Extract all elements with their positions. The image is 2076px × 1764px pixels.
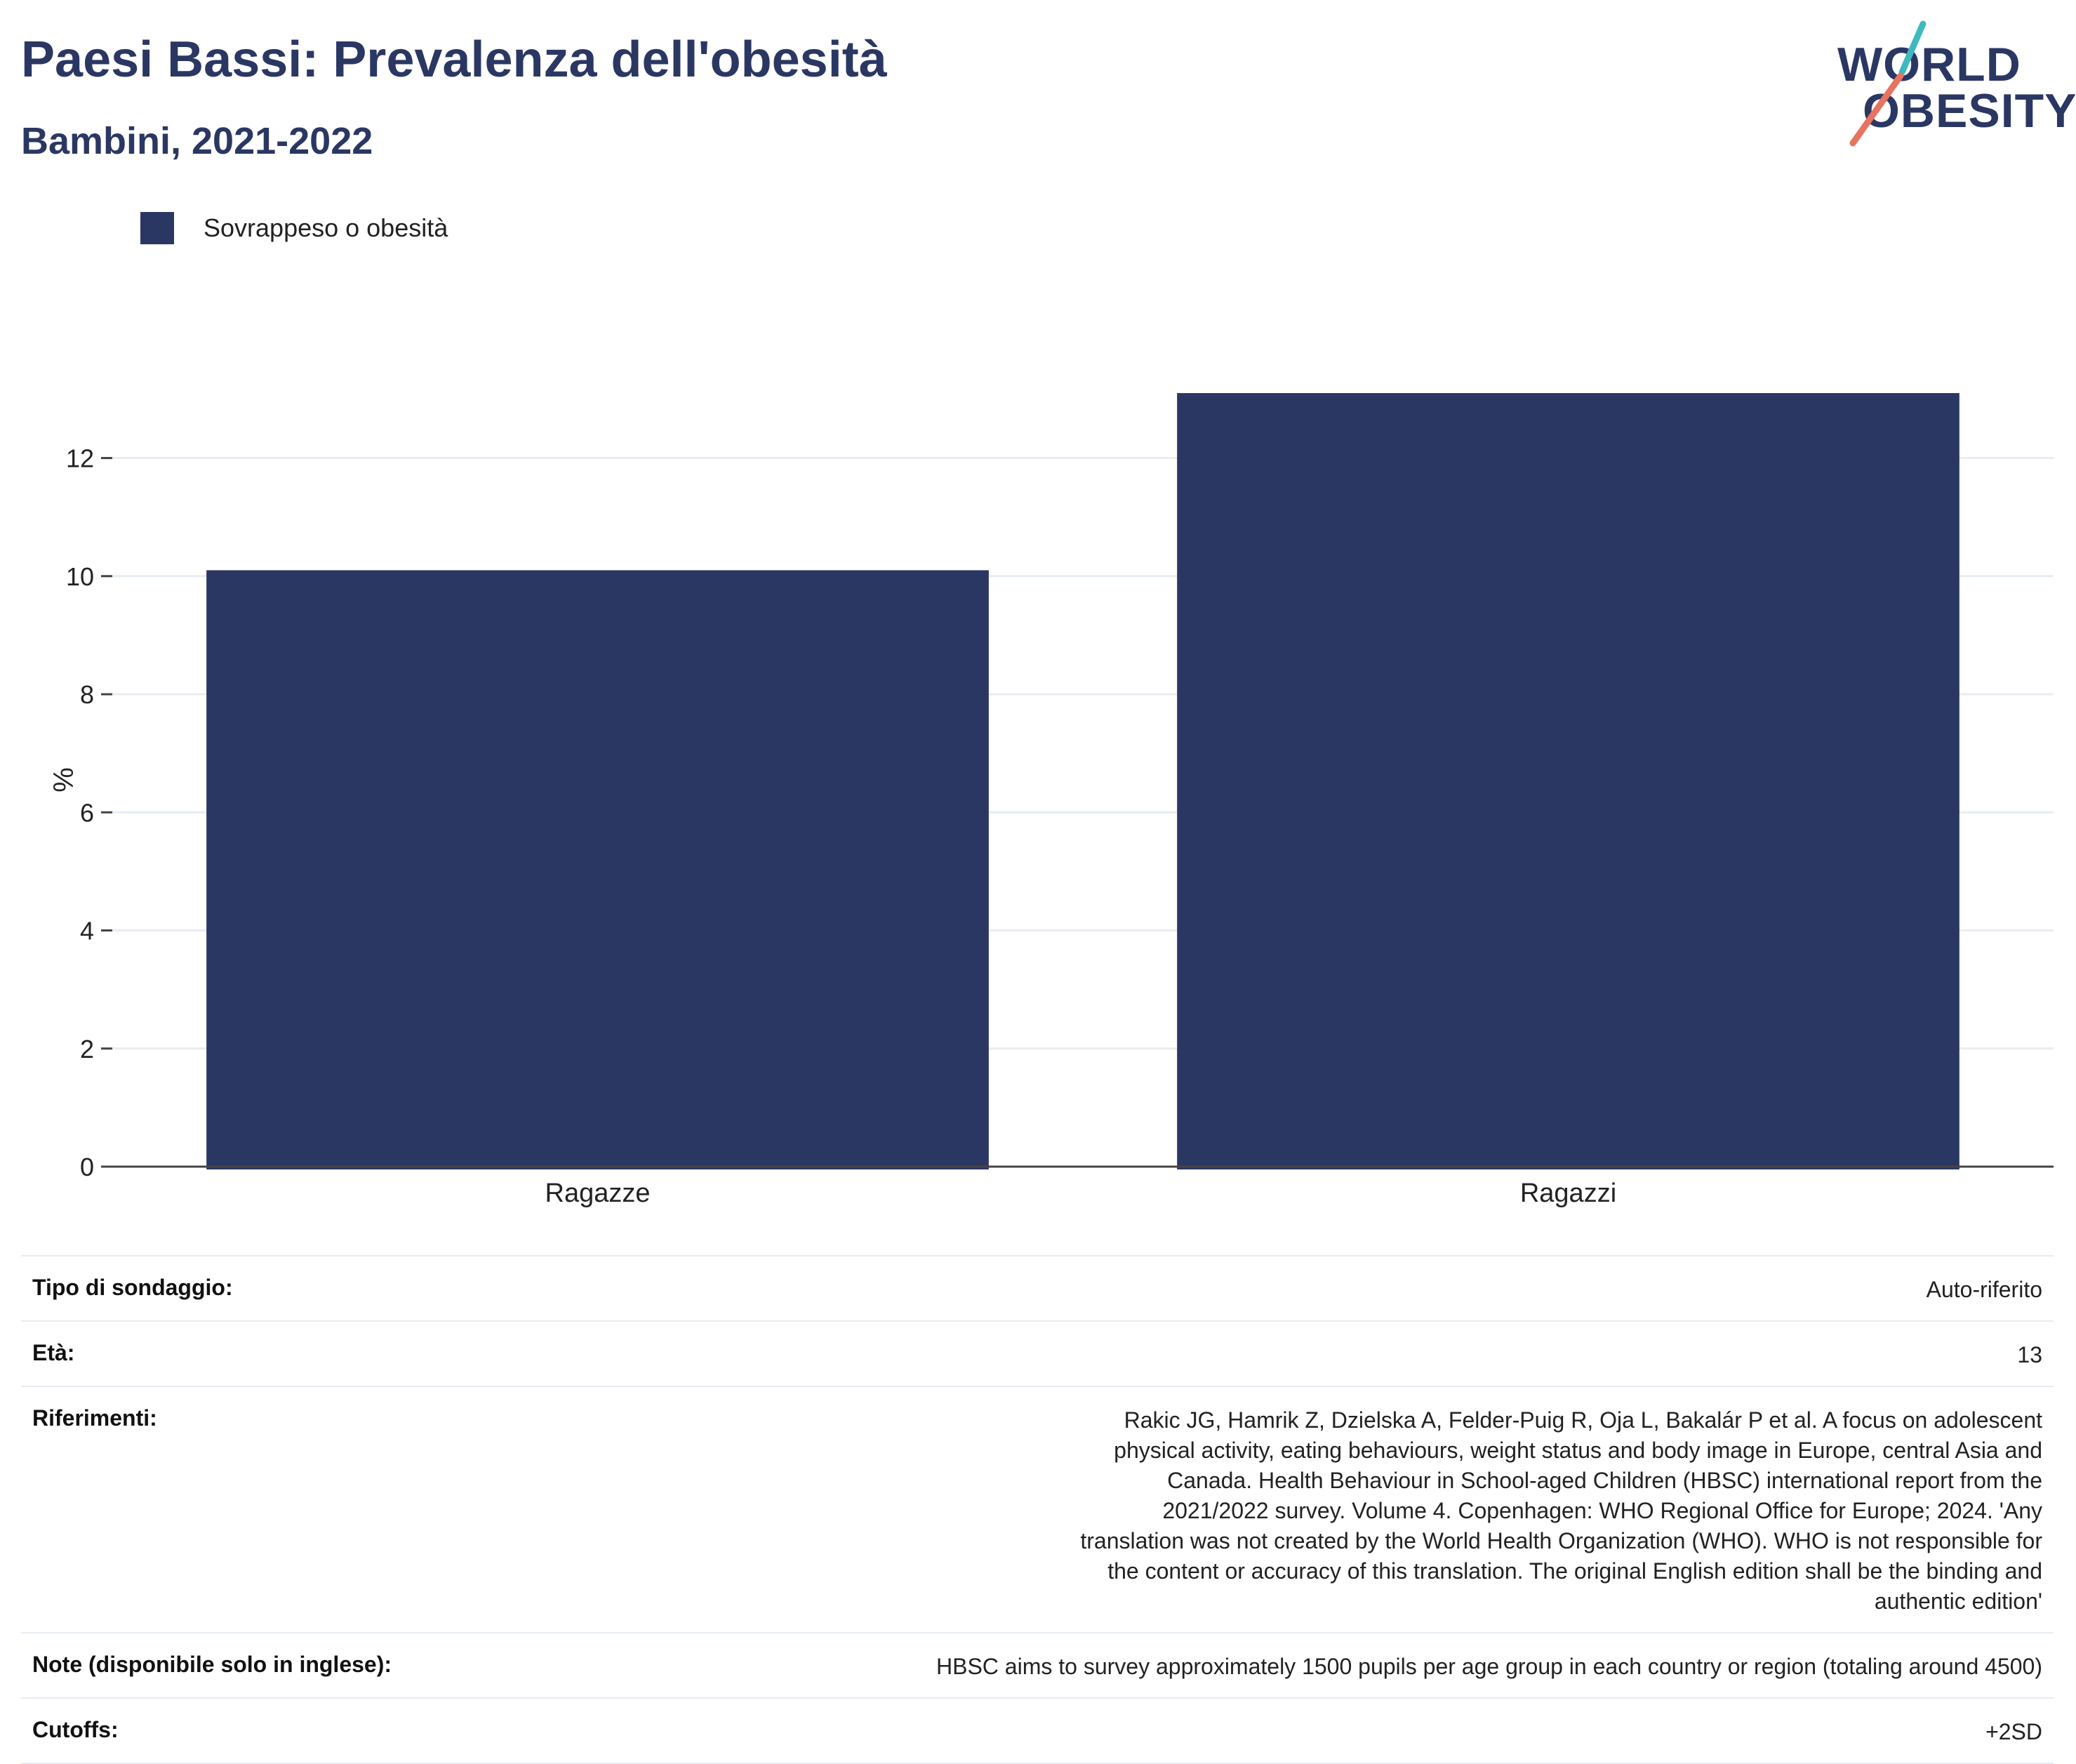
y-tick-label: 0 [80, 1153, 94, 1181]
info-row-survey-type: Tipo di sondaggio: Auto-riferito [21, 1256, 2054, 1321]
info-label: Riferimenti: [32, 1405, 157, 1431]
x-tick-label: Ragazzi [1520, 1179, 1616, 1208]
info-value: 13 [2017, 1342, 2042, 1367]
logo-word-world: WORLD [1837, 38, 2021, 91]
info-value: Auto-riferito [1926, 1277, 2042, 1302]
info-value: +2SD [1985, 1719, 2042, 1744]
info-row-notes: Note (disponibile solo in inglese): HBSC… [21, 1633, 2054, 1698]
logo-word-obesity: OBESITY [1863, 84, 2076, 138]
chart-title: Paesi Bassi: Prevalenza dell'obesità [21, 32, 887, 88]
info-label: Cutoffs: [32, 1717, 119, 1742]
y-tick-label: 4 [80, 917, 94, 946]
chart-subtitle: Bambini, 2021-2022 [21, 120, 373, 162]
y-tick-label: 8 [80, 680, 94, 709]
logo-slash-icon [1849, 20, 1927, 147]
info-row-age: Età: 13 [21, 1321, 2054, 1386]
info-row-cutoffs: Cutoffs: +2SD [21, 1698, 2054, 1763]
info-label: Tipo di sondaggio: [32, 1275, 233, 1300]
bar-chart: 0 2 4 6 8 10 12 Ragazze Ragazzi% [47, 393, 2054, 1208]
info-table: Tipo di sondaggio: Auto-riferito Età: 13… [21, 1255, 2054, 1764]
y-tick-label: 2 [80, 1035, 94, 1063]
bar-ragazzi [1177, 393, 1959, 1169]
bar-ragazze [206, 570, 989, 1169]
y-axis-title: % [47, 767, 78, 793]
x-tick-label: Ragazze [545, 1179, 651, 1208]
world-obesity-logo: WORLD OBESITY [1832, 20, 2076, 153]
y-tick-label: 12 [66, 444, 94, 473]
info-value: Rakic JG, Hamrik Z, Dzielska A, Felder-P… [1080, 1407, 2042, 1614]
info-label: Età: [32, 1340, 75, 1365]
chart-legend: Sovrappeso o obesità [140, 211, 448, 246]
info-value: HBSC aims to survey approximately 1500 p… [936, 1654, 2042, 1679]
legend-label: Sovrappeso o obesità [204, 213, 448, 242]
y-tick-label: 10 [66, 562, 94, 591]
info-label: Note (disponibile solo in inglese): [32, 1652, 392, 1677]
legend-swatch [140, 212, 174, 244]
y-tick-label: 6 [80, 798, 94, 827]
info-row-references: Riferimenti: Rakic JG, Hamrik Z, Dzielsk… [21, 1386, 2054, 1633]
